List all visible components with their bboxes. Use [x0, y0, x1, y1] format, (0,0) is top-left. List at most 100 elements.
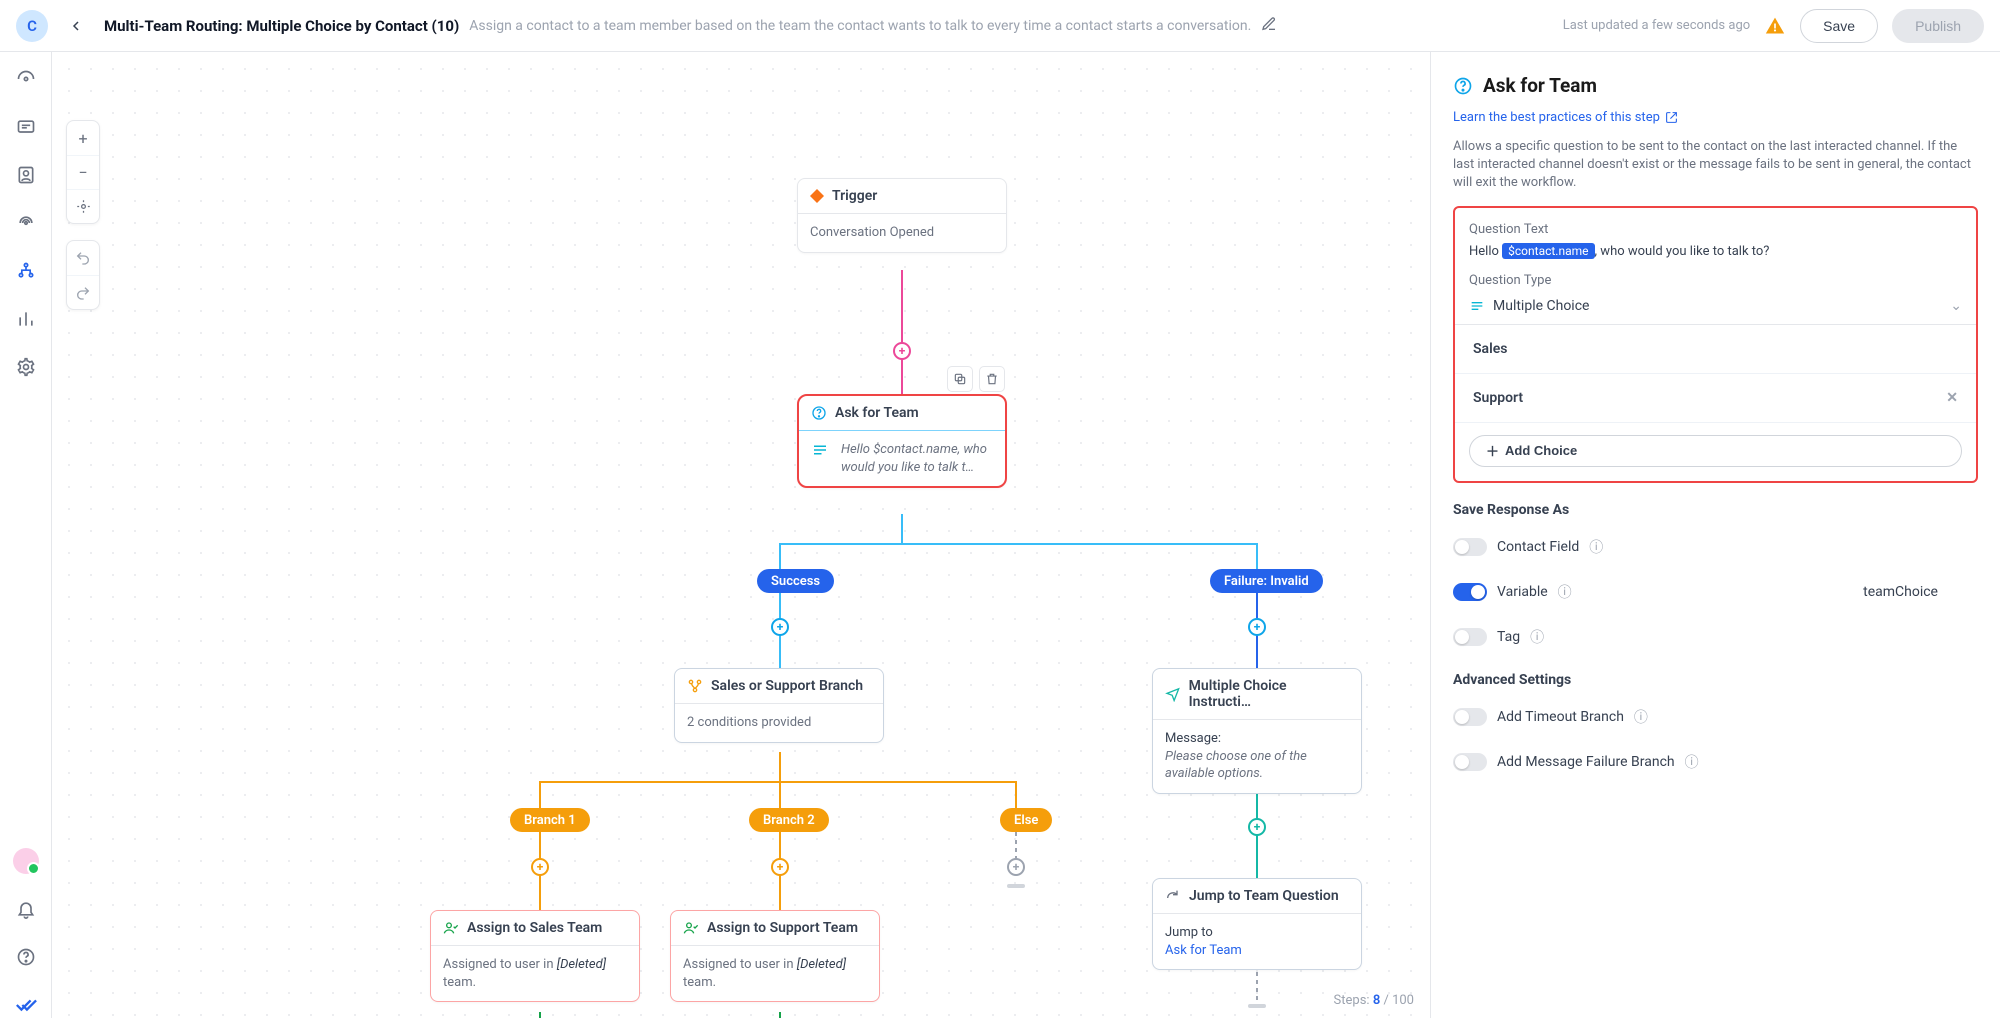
step-counter: Steps: 8 / 100	[1334, 993, 1414, 1008]
variable-name-value[interactable]: teamChoice	[1863, 584, 1938, 600]
node-mc-instruction[interactable]: Multiple Choice Instructi… Message: Plea…	[1152, 668, 1362, 794]
variable-chip[interactable]: $contact.name	[1502, 243, 1594, 259]
node-assign-sales[interactable]: Assign to Sales Team Assigned to user in…	[430, 910, 640, 1002]
question-type-label: Question Type	[1455, 273, 1976, 294]
back-button[interactable]	[62, 12, 90, 40]
bars-icon	[16, 309, 36, 329]
help-icon[interactable]: ⓘ	[1530, 627, 1544, 647]
topbar: C Multi-Team Routing: Multiple Choice by…	[0, 0, 2000, 52]
add-step-handle[interactable]: +	[1007, 858, 1025, 876]
add-choice-button[interactable]: ＋ Add Choice	[1469, 435, 1962, 467]
add-step-handle[interactable]: +	[893, 342, 911, 360]
step-counter-max: / 100	[1383, 993, 1414, 1008]
workflow-canvas[interactable]: + − Trigger Conversation Opened +	[52, 52, 1430, 1018]
learn-link-text: Learn the best practices of this step	[1453, 110, 1660, 125]
nav-dashboard[interactable]	[13, 66, 39, 92]
help-icon	[16, 947, 36, 967]
toggle-contact-field[interactable]	[1453, 538, 1487, 556]
node-jump[interactable]: Jump to Team Question Jump to Ask for Te…	[1152, 878, 1362, 970]
undo-icon	[75, 250, 91, 266]
question-circle-icon	[811, 405, 827, 421]
zoom-in-button[interactable]: +	[67, 121, 99, 155]
node-delete-button[interactable]	[979, 366, 1005, 392]
question-configuration: Question Text Hello $contact.name, who w…	[1453, 206, 1978, 483]
remove-choice-button[interactable]: ✕	[1946, 390, 1958, 406]
mci-message-label: Message:	[1165, 730, 1349, 748]
node-trigger[interactable]: Trigger Conversation Opened	[797, 178, 1007, 253]
toggle-tag[interactable]	[1453, 628, 1487, 646]
nav-broadcast[interactable]	[13, 210, 39, 236]
add-step-handle[interactable]: +	[771, 618, 789, 636]
pill-branch-2[interactable]: Branch 2	[749, 808, 829, 832]
external-link-icon	[1665, 111, 1678, 124]
plus-icon: ＋	[1486, 441, 1499, 460]
add-timeout-branch-row: Add Timeout Branch ⓘ	[1453, 701, 1978, 733]
assign-suffix: team.	[683, 975, 716, 990]
workspace-avatar[interactable]: C	[16, 10, 48, 42]
nav-notifications[interactable]	[13, 896, 39, 922]
branch-end-cap	[1248, 1004, 1266, 1008]
assign-prefix: Assigned to user in	[443, 957, 557, 972]
jump-target-link[interactable]: Ask for Team	[1165, 942, 1349, 960]
toggle-variable[interactable]	[1453, 583, 1487, 601]
nav-contacts[interactable]	[13, 162, 39, 188]
branch-icon	[687, 678, 703, 694]
nav-help[interactable]	[13, 944, 39, 970]
redo-button[interactable]	[67, 275, 99, 309]
nav-messages[interactable]	[13, 114, 39, 140]
learn-best-practices-link[interactable]: Learn the best practices of this step	[1453, 110, 1978, 125]
pill-failure[interactable]: Failure: Invalid	[1210, 569, 1323, 593]
add-step-handle[interactable]: +	[771, 858, 789, 876]
step-counter-current: 8	[1373, 993, 1380, 1008]
edit-title-button[interactable]	[1261, 16, 1277, 36]
toggle-label: Tag	[1497, 629, 1520, 645]
undo-button[interactable]	[67, 241, 99, 275]
add-step-handle[interactable]: +	[1248, 818, 1266, 836]
add-step-handle[interactable]: +	[531, 858, 549, 876]
nav-settings[interactable]	[13, 354, 39, 380]
toggle-label: Contact Field	[1497, 539, 1579, 555]
toggle-timeout-branch[interactable]	[1453, 708, 1487, 726]
fit-view-button[interactable]	[67, 189, 99, 223]
assign-suffix: team.	[443, 975, 476, 990]
question-text-field[interactable]: Hello $contact.name, who would you like …	[1455, 243, 1976, 273]
warning-icon[interactable]	[1764, 15, 1786, 37]
inspector-title: Ask for Team	[1483, 74, 1597, 97]
nav-workflows[interactable]	[13, 258, 39, 284]
zoom-out-button[interactable]: −	[67, 155, 99, 189]
qtext-prefix: Hello	[1469, 244, 1502, 259]
inspector-panel: Ask for Team Learn the best practices of…	[1430, 52, 2000, 1018]
nav-brand[interactable]	[13, 992, 39, 1018]
node-body: Hello $contact.name, who would you like …	[841, 441, 993, 476]
toggle-label: Add Timeout Branch	[1497, 709, 1624, 725]
jump-line1: Jump to	[1165, 924, 1349, 942]
workflow-title: Multi-Team Routing: Multiple Choice by C…	[104, 17, 459, 35]
nav-reports[interactable]	[13, 306, 39, 332]
inspector-summary: Allows a specific question to be sent to…	[1453, 138, 1978, 193]
help-icon[interactable]: ⓘ	[1558, 582, 1572, 602]
node-assign-support[interactable]: Assign to Support Team Assigned to user …	[670, 910, 880, 1002]
save-button[interactable]: Save	[1800, 9, 1878, 43]
gear-icon	[16, 357, 36, 377]
toggle-msg-failure-branch[interactable]	[1453, 753, 1487, 771]
pill-branch-1[interactable]: Branch 1	[510, 808, 590, 832]
help-icon[interactable]: ⓘ	[1685, 752, 1699, 772]
copy-icon	[953, 372, 967, 386]
choice-row[interactable]: Support ✕	[1455, 374, 1976, 423]
help-icon[interactable]: ⓘ	[1589, 537, 1603, 557]
question-type-select[interactable]: Multiple Choice ⌄	[1455, 294, 1976, 324]
save-as-contact-field-row: Contact Field ⓘ	[1453, 531, 1978, 563]
qtext-suffix: , who would you like to talk to?	[1595, 244, 1770, 259]
node-ask-for-team[interactable]: Ask for Team Hello $contact.name, who wo…	[797, 394, 1007, 488]
pill-success[interactable]: Success	[757, 569, 834, 593]
node-copy-button[interactable]	[947, 366, 973, 392]
user-avatar[interactable]	[13, 848, 39, 874]
publish-button[interactable]: Publish	[1892, 9, 1984, 43]
node-branch[interactable]: Sales or Support Branch 2 conditions pro…	[674, 668, 884, 743]
add-step-handle[interactable]: +	[1248, 618, 1266, 636]
help-icon[interactable]: ⓘ	[1634, 707, 1648, 727]
assign-prefix: Assigned to user in	[683, 957, 797, 972]
choice-row[interactable]: Sales	[1455, 325, 1976, 374]
pill-else[interactable]: Else	[1000, 808, 1052, 832]
undo-controls	[66, 240, 100, 310]
